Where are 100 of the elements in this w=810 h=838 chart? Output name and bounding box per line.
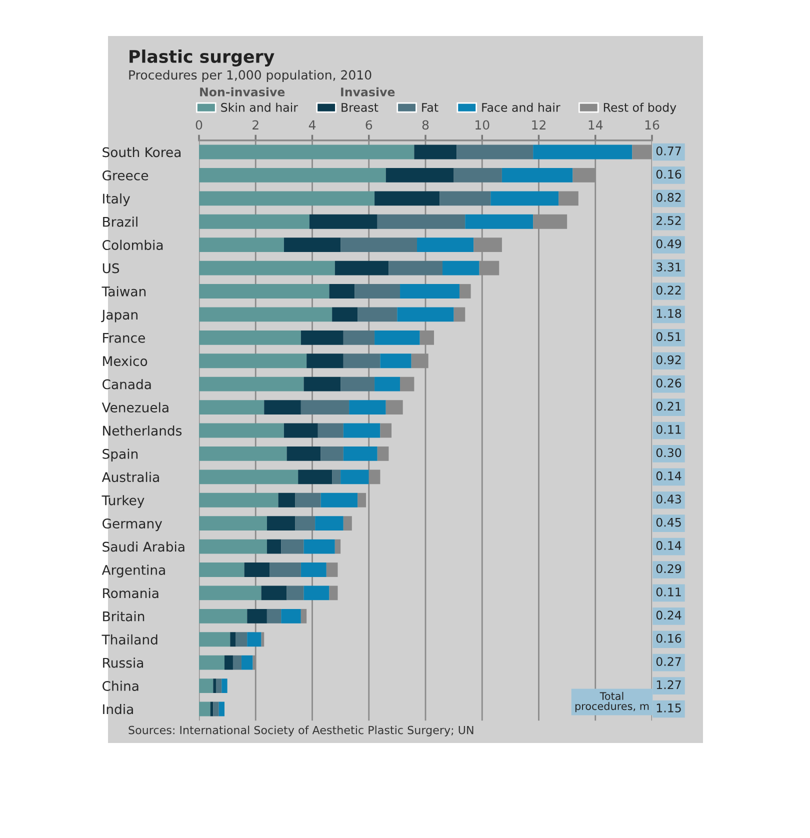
- bar: [199, 586, 262, 600]
- annotation: 0.14: [656, 541, 682, 550]
- bar: [343, 423, 380, 438]
- annotation: 0.11: [656, 587, 681, 596]
- y-tick-label: Mexico: [103, 356, 148, 366]
- bar: [332, 307, 358, 322]
- x-tick-label: 2: [252, 120, 258, 130]
- y-tick-label: Canada: [102, 379, 151, 390]
- y-tick-label: Greece: [102, 170, 148, 180]
- bar: [199, 492, 278, 508]
- bar: [199, 284, 330, 298]
- bar: [374, 376, 400, 392]
- bar: [388, 260, 442, 276]
- bar: [199, 655, 224, 670]
- bar: [533, 144, 632, 160]
- annotation: 0.77: [656, 146, 681, 156]
- annotation: 0.16: [656, 634, 682, 643]
- y-tick-label: Spain: [102, 448, 138, 462]
- annotation: 0.14: [656, 471, 682, 480]
- y-tick-label: India: [103, 704, 133, 714]
- annotation: 0.27: [656, 657, 681, 666]
- x-tick-label: 0: [196, 120, 202, 130]
- y-tick-label: Taiwan: [102, 286, 146, 296]
- y-tick-label: Venezuela: [102, 402, 168, 412]
- bar: [278, 492, 296, 508]
- bar: [213, 678, 216, 693]
- annotation: 0.43: [656, 494, 681, 504]
- bar: [266, 539, 282, 554]
- source-note: Sources: International Society of Aesthetic Plastic Surgery; UN: [128, 726, 474, 736]
- annotation: 1.27: [656, 680, 681, 690]
- y-tick-label: France: [103, 333, 145, 343]
- legend-label: Breast: [342, 103, 378, 112]
- text: Invasive: [341, 87, 395, 96]
- bar: [270, 562, 301, 577]
- bar: [490, 191, 559, 206]
- bar: [332, 470, 341, 484]
- bar: [298, 470, 332, 484]
- bar: [286, 446, 321, 461]
- annotation: 0.51: [656, 332, 681, 342]
- bar: [454, 307, 466, 322]
- bar: [266, 608, 282, 624]
- bar: [329, 586, 338, 600]
- bar: [199, 400, 264, 414]
- annotation: 1.18: [656, 308, 682, 318]
- y-tick-label: Japan: [101, 310, 138, 322]
- bar: [281, 608, 301, 624]
- bar: [199, 307, 332, 322]
- annotation: 0.82: [656, 192, 681, 202]
- bar: [199, 260, 335, 276]
- bar: [377, 446, 389, 461]
- bar: [343, 446, 378, 461]
- bar: [216, 678, 222, 693]
- bar: [502, 168, 573, 182]
- bar: [300, 608, 307, 624]
- annotation: 0.24: [656, 610, 682, 620]
- x-tick-label: 6: [366, 120, 372, 130]
- legend-label: Fat: [422, 103, 438, 112]
- bar: [199, 214, 310, 229]
- bar: [222, 678, 228, 693]
- x-tick-label: 16: [645, 120, 660, 130]
- bar: [558, 191, 578, 206]
- bar: [400, 284, 460, 298]
- bar: [340, 470, 369, 484]
- bar: [284, 423, 318, 438]
- x-tick-label: 4: [308, 120, 316, 130]
- bar: [397, 307, 454, 322]
- bar: [199, 632, 230, 647]
- bar: [456, 144, 534, 160]
- bar: [318, 423, 344, 438]
- bar: [309, 214, 378, 229]
- bar: [326, 562, 338, 577]
- bar: [266, 516, 296, 531]
- text: Non-invasive: [200, 87, 285, 96]
- y-tick-label: Germany: [102, 518, 162, 532]
- legend-label: Skin and hair: [221, 102, 298, 112]
- bar: [343, 330, 375, 345]
- bar: [329, 284, 355, 298]
- chart-subtitle: Procedures per 1,000 population, 2010: [129, 70, 372, 82]
- annotation: 1.15: [656, 704, 681, 712]
- x-tick-label: 14: [588, 120, 603, 130]
- bar: [199, 562, 244, 577]
- y-tick-label: Italy: [103, 193, 130, 206]
- bar: [442, 260, 480, 276]
- bar: [199, 423, 284, 438]
- bar: [320, 446, 344, 461]
- bar: [199, 330, 301, 345]
- x-tick-label: 10: [476, 120, 490, 130]
- bar: [459, 284, 471, 298]
- bar: [334, 260, 389, 276]
- bar: [377, 214, 466, 229]
- annotation: 0.29: [656, 564, 682, 574]
- bar: [358, 492, 366, 508]
- y-tick-label: Britain: [103, 611, 144, 622]
- bar: [295, 492, 321, 508]
- legend-label: Rest of body: [604, 102, 676, 114]
- bar: [315, 516, 344, 531]
- bar: [213, 702, 219, 716]
- y-tick-label: Argentina: [102, 564, 165, 578]
- y-tick-label: Romania: [103, 588, 158, 598]
- annotation: 0.26: [656, 378, 682, 388]
